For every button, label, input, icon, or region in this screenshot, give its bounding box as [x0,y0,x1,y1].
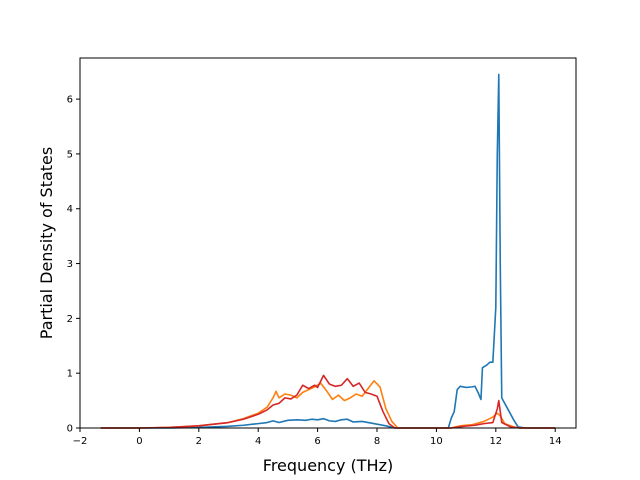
plot-background [80,58,576,428]
y-tick-label: 4 [67,204,73,215]
x-tick-label: 10 [430,436,443,447]
x-tick-label: 8 [374,436,380,447]
y-tick-label: 6 [67,95,73,106]
x-tick-label: 2 [196,436,202,447]
plot-frame [79,57,577,429]
x-tick-label: −2 [73,436,88,447]
series-line-2 [100,374,556,429]
y-tick-label: 3 [67,259,73,270]
x-tick-label: 0 [136,436,142,447]
y-tick-label: 2 [67,314,73,325]
y-tick-label: 5 [67,149,73,160]
x-axis-label: Frequency (THz) [263,456,393,475]
series-line-1 [100,380,556,429]
x-tick-label: 14 [549,436,562,447]
y-axis-label: Partial Density of States [37,147,56,339]
y-tick-label: 0 [67,424,73,435]
y-tick-label: 1 [67,369,73,380]
x-tick-label: 6 [314,436,320,447]
x-tick-label: 4 [255,436,261,447]
x-tick-label: 12 [489,436,502,447]
y-axis-ticks: 0 1 2 3 4 5 6 [67,95,80,435]
x-axis-ticks: −2 0 2 4 6 8 10 12 14 [73,428,562,447]
